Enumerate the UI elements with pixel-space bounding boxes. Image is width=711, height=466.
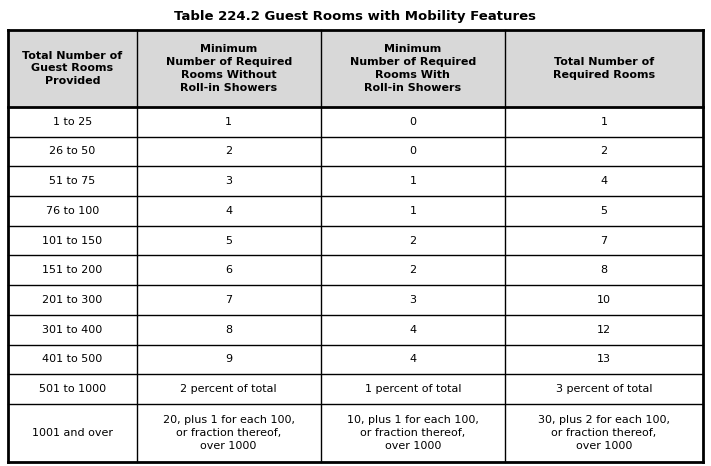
Text: 4: 4: [600, 176, 607, 186]
Text: 7: 7: [225, 295, 232, 305]
Text: Minimum
Number of Required
Rooms With
Roll-in Showers: Minimum Number of Required Rooms With Ro…: [350, 44, 476, 93]
Text: 3 percent of total: 3 percent of total: [556, 384, 652, 394]
Text: 5: 5: [225, 236, 232, 246]
Text: 501 to 1000: 501 to 1000: [38, 384, 106, 394]
Text: 301 to 400: 301 to 400: [42, 325, 102, 335]
Text: 201 to 300: 201 to 300: [42, 295, 102, 305]
Text: Table 224.2 Guest Rooms with Mobility Features: Table 224.2 Guest Rooms with Mobility Fe…: [174, 10, 537, 23]
Text: 13: 13: [597, 355, 611, 364]
Text: 26 to 50: 26 to 50: [49, 146, 95, 157]
Text: 1 percent of total: 1 percent of total: [365, 384, 461, 394]
Text: 401 to 500: 401 to 500: [42, 355, 102, 364]
Text: 51 to 75: 51 to 75: [49, 176, 95, 186]
Text: 151 to 200: 151 to 200: [42, 265, 102, 275]
Text: 1 to 25: 1 to 25: [53, 117, 92, 127]
Text: 2 percent of total: 2 percent of total: [181, 384, 277, 394]
Text: Total Number of
Required Rooms: Total Number of Required Rooms: [553, 57, 655, 80]
Text: 5: 5: [601, 206, 607, 216]
Text: 7: 7: [600, 236, 607, 246]
Text: 4: 4: [410, 355, 417, 364]
Text: 1: 1: [225, 117, 232, 127]
Text: 4: 4: [225, 206, 232, 216]
Text: 2: 2: [410, 265, 417, 275]
Text: 3: 3: [410, 295, 417, 305]
Text: 2: 2: [410, 236, 417, 246]
Text: 12: 12: [597, 325, 611, 335]
Text: 1: 1: [410, 176, 417, 186]
Text: 0: 0: [410, 146, 417, 157]
Text: 8: 8: [600, 265, 607, 275]
Text: 9: 9: [225, 355, 232, 364]
Text: 1: 1: [410, 206, 417, 216]
Text: 30, plus 2 for each 100,
or fraction thereof,
over 1000: 30, plus 2 for each 100, or fraction the…: [538, 415, 670, 451]
Text: 10, plus 1 for each 100,
or fraction thereof,
over 1000: 10, plus 1 for each 100, or fraction the…: [347, 415, 479, 451]
Text: 4: 4: [410, 325, 417, 335]
Text: 101 to 150: 101 to 150: [42, 236, 102, 246]
Text: 1: 1: [601, 117, 607, 127]
Text: 20, plus 1 for each 100,
or fraction thereof,
over 1000: 20, plus 1 for each 100, or fraction the…: [163, 415, 294, 451]
Text: 0: 0: [410, 117, 417, 127]
Text: 2: 2: [600, 146, 607, 157]
Text: Total Number of
Guest Rooms
Provided: Total Number of Guest Rooms Provided: [22, 51, 122, 86]
Text: 10: 10: [597, 295, 611, 305]
Text: 3: 3: [225, 176, 232, 186]
Text: Minimum
Number of Required
Rooms Without
Roll-in Showers: Minimum Number of Required Rooms Without…: [166, 44, 292, 93]
Text: 6: 6: [225, 265, 232, 275]
Text: 1001 and over: 1001 and over: [32, 428, 113, 438]
Bar: [8, 30, 703, 107]
Text: 2: 2: [225, 146, 232, 157]
Text: 76 to 100: 76 to 100: [46, 206, 99, 216]
Text: 8: 8: [225, 325, 232, 335]
